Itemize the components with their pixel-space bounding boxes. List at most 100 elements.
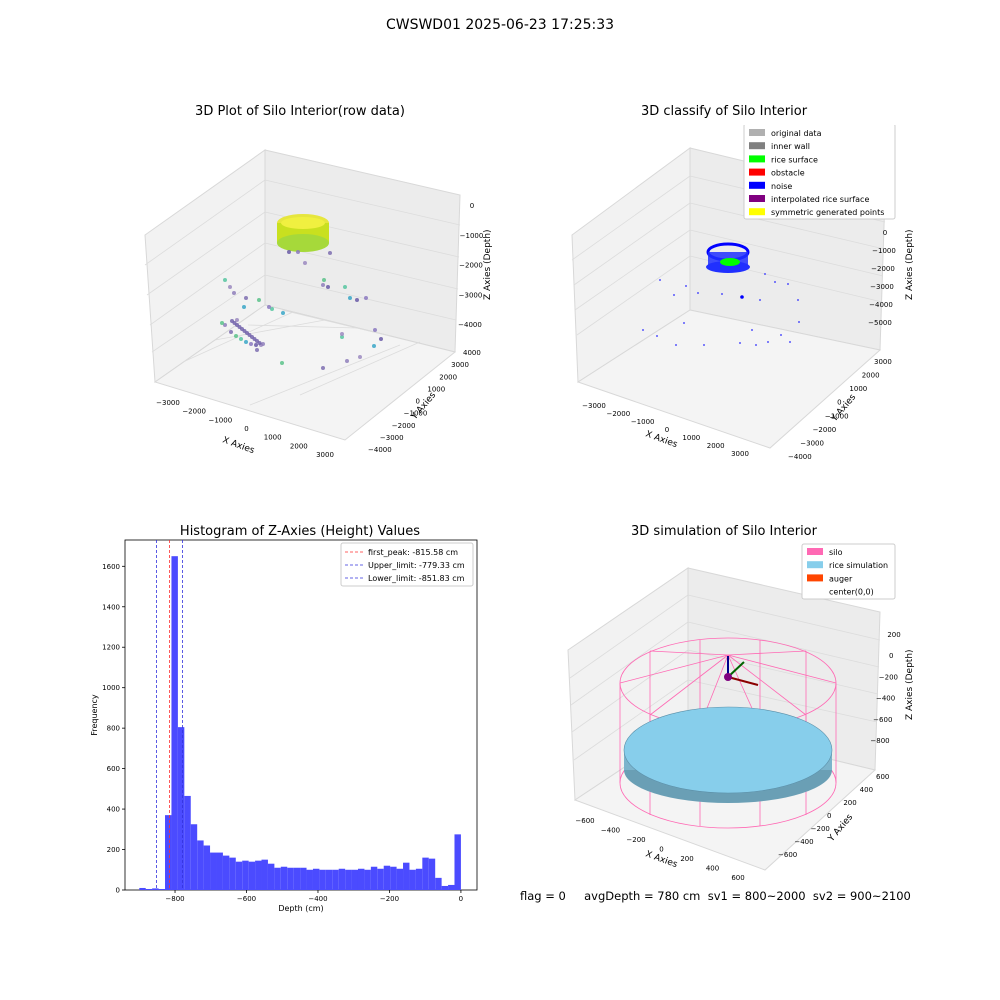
histogram-bar [441, 885, 449, 890]
tick-label: 0 [244, 425, 248, 433]
tick-label: −3000 [582, 402, 606, 410]
tick-label: −1000 [872, 247, 896, 255]
histogram-bar [403, 862, 410, 890]
y-tick-label: 800 [107, 725, 120, 733]
tick-label: −4000 [458, 321, 482, 329]
scatter-point [656, 335, 658, 337]
tick-label: −400 [876, 695, 895, 703]
scatter-point [257, 298, 261, 302]
tick-label: −4000 [368, 446, 392, 454]
histogram-bar [216, 852, 223, 890]
histogram-bar [325, 869, 333, 890]
tick-label: −600 [873, 716, 892, 724]
histogram-bar [435, 877, 442, 890]
histogram-bar [396, 868, 404, 890]
tick-label: −1000 [825, 412, 849, 420]
tick-label: −1000 [460, 232, 484, 240]
tick-label: −1000 [404, 410, 428, 418]
scatter-point [379, 337, 383, 341]
scatter-point [326, 285, 330, 289]
histogram-bar [377, 868, 384, 890]
tick-label: 2000 [439, 373, 457, 381]
legend-swatch [807, 574, 823, 582]
svg-text:X Axies: X Axies [221, 435, 256, 456]
tick-label: −200 [811, 825, 830, 833]
tick-label: −4000 [869, 301, 893, 309]
legend-box [801, 543, 896, 600]
scatter-point [372, 344, 376, 348]
legend-label: auger [829, 574, 853, 583]
scatter-point [321, 283, 325, 287]
scatter-point [340, 332, 344, 336]
x-axis-ticks: −800 −600 −400 −200 0 [165, 890, 463, 903]
tick-label: 600 [731, 874, 744, 882]
tick-label: 400 [860, 786, 873, 794]
status-line: flag = 0 avgDepth = 780 cm sv1 = 800~200… [520, 889, 911, 903]
legend-swatch [749, 129, 765, 136]
y-tick-labels: −4000 −3000 −2000 −1000 0 1000 2000 3000 4000 [368, 349, 481, 454]
figure-title: CWSWD01 2025-06-23 17:25:33 [385, 17, 615, 33]
tick-label: −2000 [459, 262, 483, 270]
y-tick-labels: −4000 −3000 −2000 −1000 0 1000 2000 3000 [788, 358, 892, 461]
histogram-bars [139, 556, 461, 890]
scatter-point [229, 330, 233, 334]
scatter-point [798, 321, 800, 323]
tick-label: −600 [575, 817, 594, 825]
histogram-bar [370, 866, 378, 890]
panel4-title: 3D simulation of Silo Interior [631, 524, 817, 539]
svg-text:Z Axies (Depth): Z Axies (Depth) [905, 649, 915, 720]
tick-label: 2000 [862, 372, 880, 380]
histogram-bar [306, 869, 313, 890]
x-tick-label: −200 [380, 895, 399, 903]
tick-label: 2000 [290, 442, 308, 450]
histogram-bar [280, 866, 288, 890]
z-tick-labels: 200 0 −200 −400 −600 −800 [870, 631, 900, 745]
legend-swatch [807, 548, 823, 555]
scatter-point [235, 318, 239, 322]
tick-label: 1000 [849, 385, 867, 393]
scatter-point [303, 261, 307, 265]
tick-label: 0 [837, 399, 841, 407]
scatter-point [780, 334, 782, 336]
tick-label: 0 [827, 812, 831, 820]
ring-cloud [277, 214, 329, 252]
histogram-bar [235, 861, 243, 890]
tick-label: 3000 [316, 451, 334, 459]
tick-label: −200 [879, 673, 898, 681]
tick-label: −600 [778, 851, 797, 859]
scatter-point [328, 251, 332, 255]
scatter-point [373, 328, 377, 332]
scatter-point [740, 295, 744, 299]
tick-label: 2000 [707, 442, 725, 450]
tick-label: −4000 [788, 453, 812, 461]
legend-label: center(0,0) [829, 588, 874, 597]
y-tick-label: 0 [116, 887, 120, 895]
tick-label: 200 [843, 799, 856, 807]
legend-label: Lower_limit: -851.83 cm [368, 574, 465, 583]
scatter-point [774, 281, 776, 283]
tick-label: −3000 [870, 283, 894, 291]
histogram-bar [454, 834, 461, 890]
scatter-point [261, 342, 265, 346]
histogram-bar [351, 869, 358, 890]
scatter-point [764, 273, 766, 275]
ring-cloud [706, 242, 750, 273]
tick-label: 600 [876, 773, 889, 781]
svg-text:Z Axies (Depth): Z Axies (Depth) [483, 229, 493, 300]
scatter-point [703, 344, 705, 346]
tick-label: 0 [659, 846, 663, 854]
scatter-point [322, 278, 326, 282]
histogram-bar [422, 857, 429, 890]
tick-label: −3000 [380, 434, 404, 442]
raw-scatter-points [220, 250, 383, 370]
y-tick-label: 1000 [102, 684, 120, 692]
panel1-title: 3D Plot of Silo Interior(row data) [195, 104, 405, 119]
histogram-bar [152, 888, 159, 890]
scatter-point [683, 322, 685, 324]
reference-lines [156, 540, 183, 890]
x-tick-label: 0 [459, 895, 463, 903]
legend-label: Upper_limit: -779.33 cm [368, 561, 465, 570]
scatter-point [364, 296, 368, 300]
histogram-bar [415, 868, 423, 890]
